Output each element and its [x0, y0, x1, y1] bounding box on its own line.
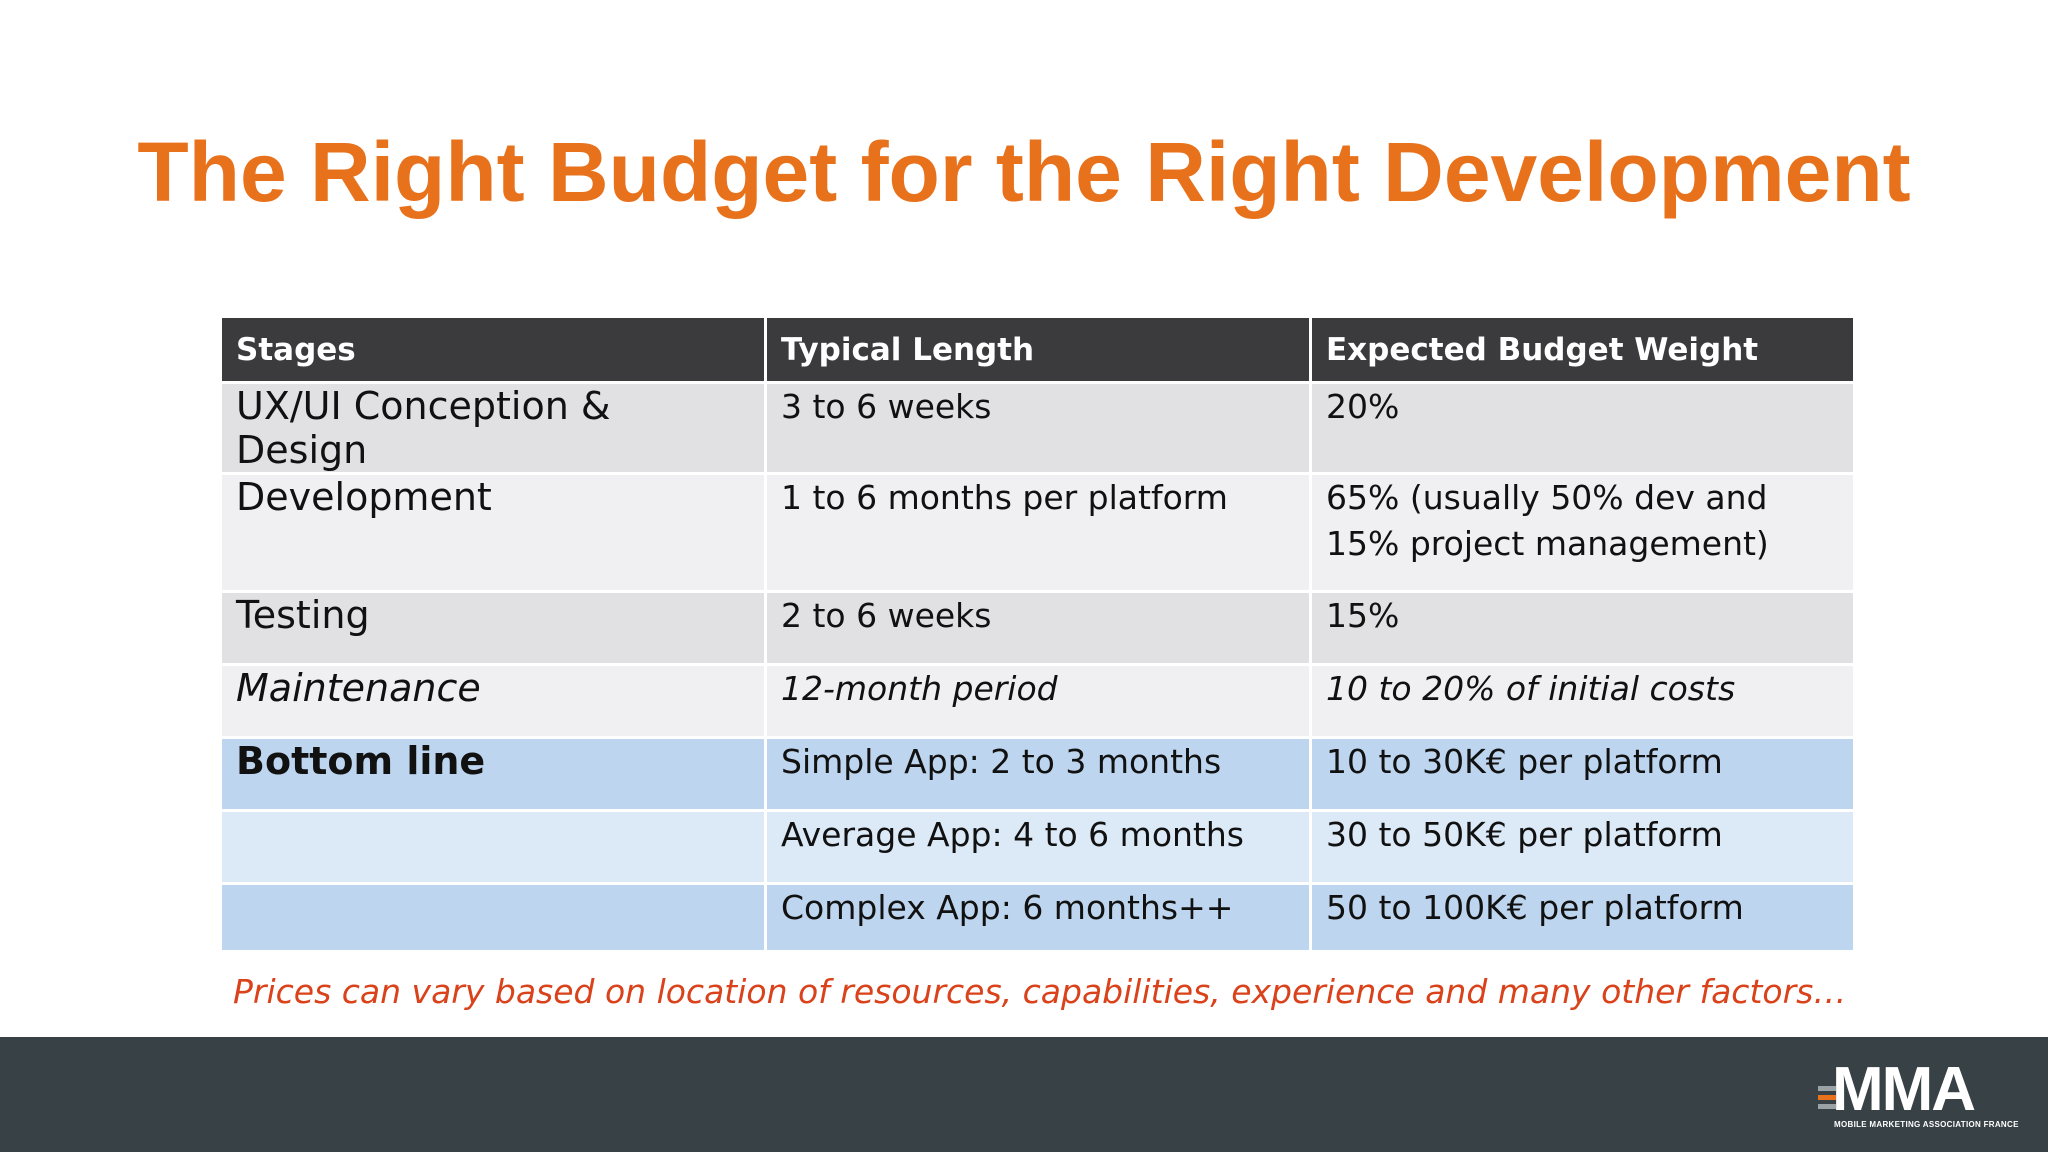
table-row: Average App: 4 to 6 months 30 to 50K€ pe…	[219, 809, 1856, 885]
budget-cell: 10 to 30K€ per platform	[1309, 736, 1856, 812]
budget-cell: 65% (usually 50% dev and 15% project man…	[1309, 472, 1856, 593]
logo-subtitle: MOBILE MARKETING ASSOCIATION FRANCE	[1834, 1120, 2019, 1129]
header-typical-length: Typical Length	[764, 315, 1312, 384]
table-row: Development 1 to 6 months per platform 6…	[219, 472, 1856, 593]
length-cell: Simple App: 2 to 3 months	[764, 736, 1312, 812]
length-cell: 12-month period	[764, 663, 1312, 739]
stage-cell	[219, 882, 767, 953]
stage-cell: UX/UI Conception & Design	[219, 381, 767, 475]
length-cell: 2 to 6 weeks	[764, 590, 1312, 666]
footer-bar	[0, 1037, 2048, 1152]
budget-cell: 15%	[1309, 590, 1856, 666]
table-row: Bottom line Simple App: 2 to 3 months 10…	[219, 736, 1856, 812]
budget-cell: 30 to 50K€ per platform	[1309, 809, 1856, 885]
header-expected-budget-weight: Expected Budget Weight	[1309, 315, 1856, 384]
table-row: Complex App: 6 months++ 50 to 100K€ per …	[219, 882, 1856, 953]
budget-cell: 10 to 20% of initial costs	[1309, 663, 1856, 739]
header-stages: Stages	[219, 315, 767, 384]
stage-cell: Maintenance	[219, 663, 767, 739]
table-header-row: Stages Typical Length Expected Budget We…	[219, 315, 1856, 384]
length-cell: Average App: 4 to 6 months	[764, 809, 1312, 885]
logo-text: MMA	[1832, 1055, 1976, 1124]
table-row: Testing 2 to 6 weeks 15%	[219, 590, 1856, 666]
length-cell: Complex App: 6 months++	[764, 882, 1312, 953]
slide-title: The Right Budget for the Right Developme…	[137, 125, 1911, 219]
mma-logo: MMA MOBILE MARKETING ASSOCIATION FRANCE	[1818, 1058, 2018, 1132]
budget-table: Stages Typical Length Expected Budget We…	[219, 315, 1856, 953]
table-row: UX/UI Conception & Design 3 to 6 weeks 2…	[219, 381, 1856, 475]
stage-cell	[219, 809, 767, 885]
table-row: Maintenance 12-month period 10 to 20% of…	[219, 663, 1856, 739]
budget-cell: 50 to 100K€ per platform	[1309, 882, 1856, 953]
budget-cell: 20%	[1309, 381, 1856, 475]
logo-stripes-icon	[1818, 1086, 1836, 1116]
stage-cell: Development	[219, 472, 767, 593]
stage-cell: Bottom line	[219, 736, 767, 812]
stage-cell: Testing	[219, 590, 767, 666]
length-cell: 3 to 6 weeks	[764, 381, 1312, 475]
length-cell: 1 to 6 months per platform	[764, 472, 1312, 593]
footnote: Prices can vary based on location of res…	[233, 972, 1847, 1011]
